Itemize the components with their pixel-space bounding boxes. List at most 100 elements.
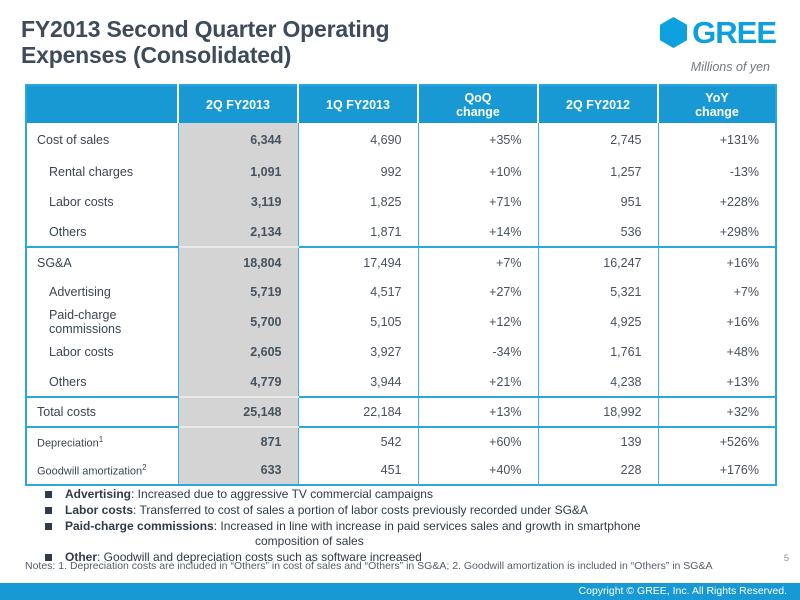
copyright-text: Copyright © GREE, Inc. All Rights Reserv…: [578, 585, 787, 597]
row-label: SG&A: [26, 246, 178, 277]
value-cell: 22,184: [297, 396, 418, 427]
value-cell: 3,944: [297, 367, 418, 397]
value-cell: 4,690: [297, 123, 418, 157]
value-cell: 3,119: [177, 187, 298, 217]
value-cell: 5,719: [177, 277, 298, 307]
value-cell: +27%: [417, 277, 538, 307]
value-cell: 1,761: [537, 337, 658, 367]
value-cell: 2,745: [537, 123, 658, 157]
value-cell: 4,779: [177, 367, 298, 397]
gree-logo-text: GREE: [692, 14, 777, 50]
value-cell: +7%: [657, 277, 776, 307]
value-cell: +48%: [657, 337, 776, 367]
notes-list: Advertising: Increased due to aggressive…: [45, 487, 775, 566]
row-label: Others: [49, 374, 87, 389]
value-cell: 992: [297, 157, 418, 187]
page-number: 5: [783, 553, 789, 564]
value-cell: 536: [537, 217, 658, 247]
row-label: Labor costs: [49, 195, 114, 209]
row-label: Others: [49, 224, 87, 239]
value-cell: +40%: [417, 456, 538, 485]
operating-expenses-table: 2Q FY2013 1Q FY2013 QoQ change 2Q FY2012 YoY…: [25, 84, 777, 486]
value-cell: 871: [177, 426, 298, 456]
value-cell: +16%: [657, 307, 776, 337]
note-item: Other: Goodwill and depreciation costs s…: [45, 550, 775, 565]
table-row: Goodwill amortization2 633 451 +40% 228 +176%: [26, 456, 776, 485]
table-row: Total costs 25,148 22,184 +13% 18,992 +32%: [26, 396, 776, 427]
value-cell: +176%: [657, 456, 776, 485]
row-label: Depreciation1: [26, 426, 178, 456]
table-row: Others 4,779 3,944 +21% 4,238 +13%: [26, 367, 776, 397]
value-cell: 2,605: [177, 337, 298, 367]
value-cell: 1,871: [297, 217, 418, 247]
value-cell: 139: [537, 426, 658, 456]
footer-bar: Copyright © GREE, Inc. All Rights Reserv…: [0, 583, 800, 600]
value-cell: 18,804: [177, 246, 298, 277]
value-cell: +13%: [657, 367, 776, 397]
value-cell: 4,238: [537, 367, 658, 397]
page-title-line1: FY2013 Second Quarter Operating: [21, 16, 390, 42]
page-title: FY2013 Second Quarter Operating Expenses…: [21, 16, 390, 68]
bullet-square-icon: [45, 554, 52, 561]
value-cell: +16%: [657, 246, 776, 277]
units-label: Millions of yen: [690, 60, 770, 74]
page-title-line2: Expenses (Consolidated): [21, 42, 292, 68]
note-text: Labor costs: Transferred to cost of sale…: [65, 503, 588, 517]
table-row: Depreciation1 871 542 +60% 139 +526%: [26, 426, 776, 456]
row-label: Cost of sales: [37, 133, 110, 147]
hexagon-icon: [660, 17, 688, 48]
value-cell: 18,992: [537, 396, 658, 427]
footnote: Notes: 1. Depreciation costs are include…: [25, 560, 713, 572]
value-cell: +21%: [417, 367, 538, 397]
table-row: Labor costs 2,605 3,927 -34% 1,761 +48%: [26, 337, 776, 367]
value-cell: +228%: [657, 187, 776, 217]
value-cell: 17,494: [297, 246, 418, 277]
value-cell: 5,105: [297, 307, 418, 337]
value-cell: 3,927: [297, 337, 418, 367]
value-cell: -13%: [657, 157, 776, 187]
table-header-cell: 2Q FY2013: [177, 85, 298, 123]
table-header-cell: YoY change: [657, 85, 776, 123]
value-cell: 1,091: [177, 157, 298, 187]
value-cell: 542: [297, 426, 418, 456]
value-cell: +60%: [417, 426, 538, 456]
value-cell: 1,257: [537, 157, 658, 187]
value-cell: -34%: [417, 337, 538, 367]
note-text: Other: Goodwill and depreciation costs s…: [65, 550, 422, 564]
row-label: Goodwill amortization2: [37, 462, 147, 478]
table-row: Labor costs 3,119 1,825 +71% 951 +228%: [26, 187, 776, 217]
table-header-cell: QoQ change: [417, 85, 538, 123]
value-cell: +298%: [657, 217, 776, 247]
table-corner-cell: [26, 85, 178, 123]
value-cell: +32%: [657, 396, 776, 427]
value-cell: +13%: [417, 396, 538, 427]
value-cell: 633: [177, 456, 298, 485]
bullet-square-icon: [45, 523, 52, 530]
gree-logo: GREE: [660, 14, 777, 50]
note-item: Labor costs: Transferred to cost of sale…: [45, 503, 775, 518]
value-cell: 5,321: [537, 277, 658, 307]
row-label: Rental charges: [49, 165, 134, 179]
table-row: Others 2,134 1,871 +14% 536 +298%: [26, 217, 776, 247]
note-text: Paid-charge commissions: Increased in li…: [65, 519, 641, 548]
table-header-cell: 1Q FY2013: [297, 85, 418, 123]
value-cell: 2,134: [177, 217, 298, 247]
value-cell: 6,344: [177, 123, 298, 157]
row-label: Paid-charge commissions: [49, 308, 122, 336]
value-cell: 451: [297, 456, 418, 485]
value-cell: +12%: [417, 307, 538, 337]
value-cell: 1,825: [297, 187, 418, 217]
value-cell: 4,517: [297, 277, 418, 307]
table-row: SG&A 18,804 17,494 +7% 16,247 +16%: [26, 246, 776, 277]
bullet-square-icon: [45, 491, 52, 498]
note-item: Advertising: Increased due to aggressive…: [45, 487, 775, 502]
table-header-row: 2Q FY2013 1Q FY2013 QoQ change 2Q FY2012 YoY…: [26, 85, 776, 123]
table-header-cell: 2Q FY2012: [537, 85, 658, 123]
value-cell: +526%: [657, 426, 776, 456]
value-cell: 25,148: [177, 396, 298, 427]
value-cell: +7%: [417, 246, 538, 277]
value-cell: 16,247: [537, 246, 658, 277]
row-label: Labor costs: [49, 345, 114, 359]
note-text: Advertising: Increased due to aggressive…: [65, 487, 433, 501]
